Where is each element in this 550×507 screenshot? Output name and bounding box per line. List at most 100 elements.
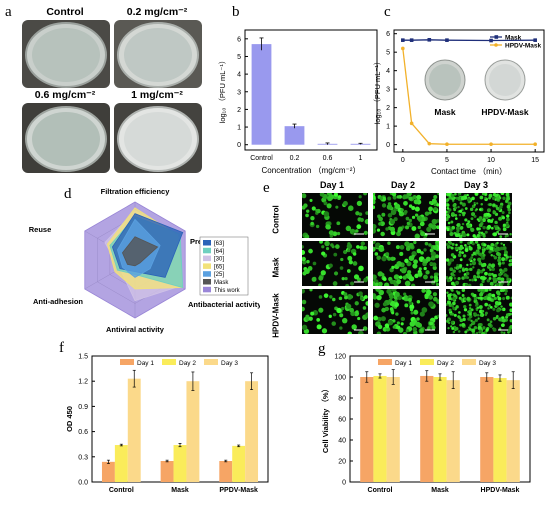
cell (475, 331, 479, 334)
cell (450, 320, 454, 324)
cell (463, 304, 467, 309)
cell (433, 296, 438, 302)
y-tick-label: 0 (342, 480, 346, 487)
col-label-day2: Day 2 (390, 180, 416, 190)
cell (413, 259, 418, 265)
x-tick-label: PPDV-Mask (219, 487, 258, 494)
cell (389, 294, 394, 300)
cell (412, 327, 418, 332)
cell (461, 268, 466, 272)
cell (457, 205, 460, 209)
bar (127, 378, 141, 482)
cell (486, 212, 490, 216)
cell (474, 318, 478, 322)
cell (468, 278, 472, 282)
cell (469, 307, 472, 310)
cell (343, 249, 348, 255)
cell (478, 223, 483, 228)
legend-label: Day 3 (221, 360, 238, 367)
cell (490, 254, 493, 257)
cell (435, 282, 439, 286)
cell (464, 207, 468, 210)
bar (360, 377, 374, 482)
cell (316, 318, 321, 322)
cell (418, 267, 422, 271)
cell (428, 206, 433, 212)
cell (507, 201, 512, 206)
data-point (445, 38, 449, 42)
cell (471, 242, 475, 246)
cell (373, 293, 377, 299)
cell (446, 214, 451, 219)
panel-label-g: g (318, 341, 326, 357)
dish-image-1 (114, 103, 202, 173)
cell (404, 258, 409, 264)
cell (461, 222, 465, 226)
panel-label-d: d (64, 186, 72, 202)
fluorescence-image (302, 241, 368, 286)
legend-label: [25] (214, 272, 224, 278)
x-tick-label: Control (368, 487, 393, 494)
cell (424, 241, 429, 246)
inset-dish-mask-inner (429, 64, 461, 96)
cell (412, 194, 417, 200)
cell (337, 195, 342, 199)
cell (311, 276, 317, 282)
legend-label: [65] (214, 264, 224, 270)
cell (509, 255, 512, 259)
cell (466, 193, 469, 197)
bar (373, 375, 387, 482)
radar-axis-label: Antiviral activity (106, 325, 165, 334)
cell (482, 268, 486, 272)
cell (347, 255, 353, 261)
cell (489, 320, 493, 324)
cell (473, 293, 477, 298)
bar (173, 445, 187, 482)
cell (333, 252, 338, 257)
cell (309, 289, 313, 292)
cell (470, 227, 475, 232)
cell (504, 222, 509, 228)
cell (428, 295, 434, 300)
cell (474, 209, 477, 212)
cell (452, 296, 456, 301)
cell (487, 322, 492, 327)
cell (399, 244, 405, 250)
cell (451, 225, 456, 230)
cell (344, 295, 348, 300)
cell (308, 248, 313, 254)
legend-swatch (203, 255, 211, 262)
cell (482, 225, 486, 230)
cell (359, 245, 364, 250)
cell (450, 253, 455, 257)
cell (509, 308, 512, 313)
cell (408, 276, 415, 282)
cell (354, 301, 359, 306)
cell (302, 289, 306, 294)
cell (454, 193, 457, 196)
cell (391, 311, 395, 315)
cell (398, 275, 403, 280)
cell (332, 312, 337, 317)
cell (477, 257, 482, 262)
cell (355, 229, 359, 233)
cell (373, 241, 376, 245)
cell (405, 216, 410, 221)
cell (417, 271, 423, 277)
cell (506, 204, 511, 209)
cell (502, 196, 506, 200)
cell (499, 284, 503, 286)
cell (374, 282, 379, 286)
cell (492, 193, 497, 197)
cell (505, 313, 510, 317)
x-tick-label: 10 (487, 157, 495, 164)
dish-image-02 (114, 20, 202, 88)
cell (336, 221, 341, 226)
cell (392, 195, 397, 200)
cell (495, 196, 500, 201)
cell (403, 200, 408, 206)
cell (446, 275, 449, 280)
cell (377, 281, 383, 286)
cell (360, 241, 366, 246)
col-label-day3: Day 3 (463, 180, 489, 190)
